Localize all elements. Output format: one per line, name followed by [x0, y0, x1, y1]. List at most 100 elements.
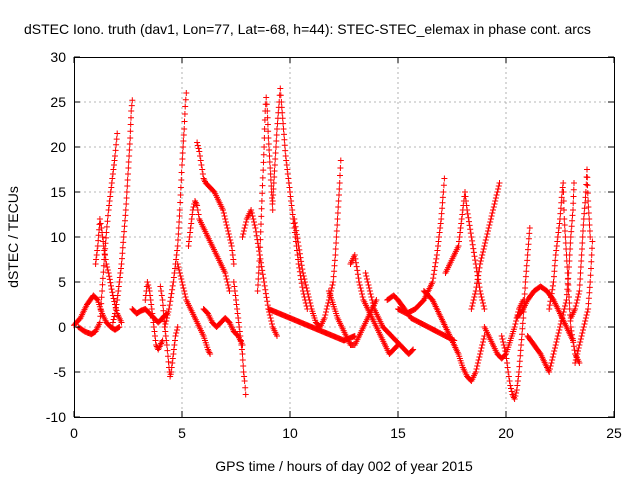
data-point — [174, 324, 181, 330]
data-point — [224, 225, 231, 231]
data-point — [551, 348, 558, 354]
data-point — [562, 234, 569, 240]
data-point — [194, 142, 201, 149]
data-point — [525, 241, 532, 248]
data-point — [149, 315, 156, 321]
data-point — [304, 288, 311, 294]
data-point — [481, 243, 488, 249]
data-point — [365, 282, 372, 288]
data-point — [467, 230, 474, 237]
data-point — [177, 199, 184, 206]
data-point — [108, 286, 115, 293]
data-point — [468, 234, 475, 240]
data-point — [351, 252, 358, 258]
data-point — [495, 183, 502, 189]
data-point — [93, 296, 100, 303]
data-point — [323, 309, 329, 315]
data-point — [225, 228, 232, 234]
data-point — [284, 171, 291, 177]
data-point — [563, 246, 570, 252]
data-point — [432, 263, 438, 270]
data-point — [259, 182, 266, 189]
data-point — [102, 252, 108, 258]
data-point — [106, 276, 113, 283]
data-point — [587, 272, 594, 279]
x-tick-label: 20 — [498, 425, 514, 441]
data-point — [114, 292, 121, 299]
data-point — [483, 234, 490, 240]
y-tick-label: 20 — [50, 139, 66, 155]
data-point — [331, 268, 338, 275]
data-point — [97, 306, 104, 313]
data-point — [251, 222, 258, 228]
data-point — [168, 364, 175, 371]
data-point — [299, 266, 306, 273]
data-point — [298, 280, 305, 287]
data-point — [194, 202, 201, 209]
data-point — [256, 258, 263, 264]
data-point — [498, 333, 505, 339]
data-point — [177, 192, 184, 198]
data-point — [303, 285, 310, 291]
data-point — [334, 210, 341, 216]
data-point — [560, 180, 567, 186]
data-point — [122, 207, 129, 213]
data-point — [126, 153, 133, 159]
data-point — [166, 306, 172, 312]
data-point — [514, 382, 521, 389]
data-point — [559, 312, 566, 318]
data-point — [582, 315, 589, 321]
data-point — [580, 324, 587, 330]
data-point — [473, 366, 480, 372]
data-point — [470, 297, 477, 303]
data-point — [259, 267, 266, 274]
data-point — [128, 102, 135, 109]
data-point — [502, 348, 509, 354]
data-point — [570, 193, 577, 200]
data-point — [549, 357, 556, 363]
data-point — [479, 252, 486, 258]
data-point — [298, 258, 305, 265]
data-point — [274, 120, 281, 127]
data-point — [369, 297, 376, 303]
data-point — [118, 261, 125, 267]
data-point — [164, 312, 171, 318]
data-point — [562, 228, 568, 234]
data-point — [180, 132, 187, 138]
data-point — [294, 235, 301, 242]
data-point — [566, 306, 573, 312]
data-point — [332, 252, 339, 258]
data-point — [120, 234, 127, 240]
data-point — [100, 269, 107, 276]
data-point — [175, 264, 182, 270]
data-point — [584, 309, 591, 315]
data-point — [581, 321, 588, 327]
data-point — [147, 292, 154, 299]
data-point — [464, 207, 471, 213]
data-point — [578, 252, 585, 258]
data-point — [477, 258, 484, 264]
data-point — [277, 92, 284, 99]
data-point — [475, 268, 482, 275]
data-point — [174, 261, 181, 267]
data-point — [494, 189, 501, 195]
data-point — [109, 319, 116, 326]
data-point — [410, 346, 417, 353]
data-point — [522, 279, 529, 285]
axis-ticks: 0 5 10 15 20 25 -10 -5 0 5 10 15 20 25 30 — [46, 49, 622, 441]
data-point — [272, 156, 279, 162]
data-point — [123, 201, 130, 207]
data-point — [256, 264, 262, 270]
data-point — [548, 360, 555, 366]
data-point — [242, 384, 249, 391]
data-point — [333, 240, 340, 246]
data-point — [576, 342, 583, 348]
data-point — [328, 285, 335, 291]
data-point — [181, 126, 188, 132]
data-point — [281, 131, 287, 138]
data-point — [260, 275, 267, 282]
data-point — [261, 126, 268, 132]
data-point — [477, 351, 484, 357]
data-point — [158, 292, 165, 299]
data-point — [589, 245, 595, 252]
